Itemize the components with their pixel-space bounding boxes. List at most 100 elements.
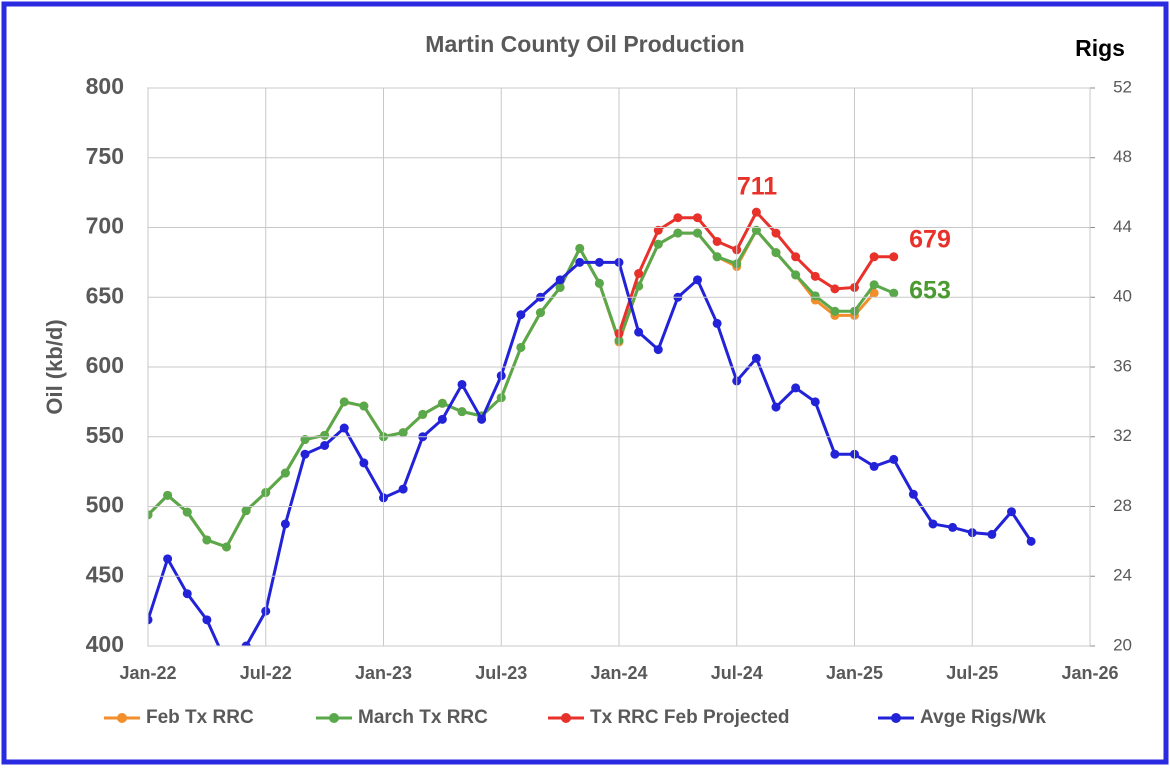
data-point — [791, 252, 801, 262]
data-point — [869, 280, 879, 290]
y-tick-label: 650 — [86, 282, 124, 308]
data-point — [222, 542, 231, 552]
data-point — [163, 554, 173, 564]
x-tick-label: Jul-22 — [240, 663, 292, 683]
data-point — [241, 641, 251, 646]
data-point — [320, 440, 330, 450]
y-tick-label: 450 — [86, 561, 124, 587]
y-axis-label: Oil (kb/d) — [42, 319, 67, 414]
x-tick-label: Jan-22 — [119, 663, 176, 683]
data-point — [280, 468, 290, 478]
legend-marker — [117, 713, 127, 723]
data-point — [751, 207, 761, 217]
data-point — [987, 529, 997, 539]
y2-tick-label: 28 — [1113, 496, 1132, 515]
data-point — [673, 228, 683, 238]
x-tick-label: Jul-24 — [711, 663, 763, 683]
data-point — [516, 310, 526, 320]
data-point — [1007, 507, 1016, 517]
data-point — [339, 397, 349, 407]
data-point — [457, 407, 467, 417]
legend-marker — [891, 713, 901, 723]
y2-tick-label: 32 — [1113, 426, 1132, 445]
data-point — [163, 490, 173, 500]
data-point — [889, 454, 899, 464]
plot — [148, 207, 1036, 646]
data-point — [830, 449, 840, 459]
data-point — [300, 435, 310, 445]
data-point — [148, 510, 153, 520]
y-tick-label: 500 — [86, 492, 124, 518]
data-point — [791, 270, 801, 280]
data-point — [300, 449, 310, 459]
y2-tick-label: 40 — [1113, 287, 1132, 306]
x-tick-label: Jul-23 — [475, 663, 527, 683]
data-point — [712, 318, 722, 328]
y2-axis-label: Rigs — [1075, 35, 1125, 61]
data-point — [320, 430, 330, 440]
legend-label: Avge Rigs/Wk — [920, 707, 1046, 728]
data-point — [830, 306, 840, 316]
legend-label: Tx RRC Feb Projected — [590, 707, 790, 728]
data-point — [693, 275, 702, 285]
data-point — [653, 345, 663, 355]
x-tick-label: Jan-26 — [1061, 663, 1118, 683]
data-point — [751, 225, 761, 235]
y-tick-label: 750 — [86, 143, 124, 169]
chart-title: Martin County Oil Production — [425, 31, 744, 57]
data-point — [202, 615, 212, 625]
data-point — [555, 275, 565, 285]
y2-tick-label: 48 — [1113, 147, 1132, 166]
data-point — [594, 257, 604, 267]
data-point — [575, 257, 585, 267]
y2-tick-label: 36 — [1113, 356, 1132, 375]
data-point — [771, 402, 781, 412]
data-point — [555, 282, 565, 292]
y-tick-label: 400 — [86, 631, 124, 657]
data-point — [693, 228, 702, 238]
data-point — [359, 458, 369, 468]
data-point — [771, 248, 781, 258]
data-point — [712, 252, 722, 262]
data-point — [1026, 536, 1036, 546]
x-tick-label: Jan-24 — [590, 663, 647, 683]
data-point — [634, 269, 644, 279]
data-point — [182, 507, 192, 517]
data-point — [148, 615, 153, 625]
data-point — [536, 308, 545, 318]
data-point — [889, 252, 899, 262]
y2-tick-label: 24 — [1113, 566, 1132, 585]
data-point — [751, 353, 761, 363]
y-tick-label: 550 — [86, 422, 124, 448]
data-point — [830, 284, 840, 294]
x-tick-label: Jan-23 — [355, 663, 412, 683]
data-point — [339, 423, 349, 433]
annotation: 679 — [909, 226, 951, 254]
legend-label: Feb Tx RRC — [146, 707, 254, 728]
data-point — [575, 243, 585, 253]
data-point — [418, 409, 428, 419]
data-point — [398, 428, 408, 438]
legend-label: March Tx RRC — [358, 707, 488, 728]
data-point — [810, 291, 820, 301]
legend-marker — [561, 713, 571, 723]
legend-marker — [329, 713, 339, 723]
data-point — [241, 506, 251, 516]
data-point — [712, 236, 722, 246]
y-tick-label: 600 — [86, 352, 124, 378]
y-tick-label: 800 — [86, 73, 124, 99]
annotation: 653 — [909, 277, 951, 305]
data-point — [202, 535, 212, 545]
data-point — [693, 213, 702, 223]
y2-tick-label: 20 — [1113, 635, 1132, 654]
data-point — [869, 288, 879, 298]
data-point — [673, 213, 683, 223]
data-point — [477, 414, 487, 424]
data-point — [810, 271, 820, 281]
data-point — [634, 327, 644, 337]
x-tick-label: Jan-25 — [826, 663, 883, 683]
data-point — [869, 461, 879, 471]
data-point — [869, 252, 879, 262]
